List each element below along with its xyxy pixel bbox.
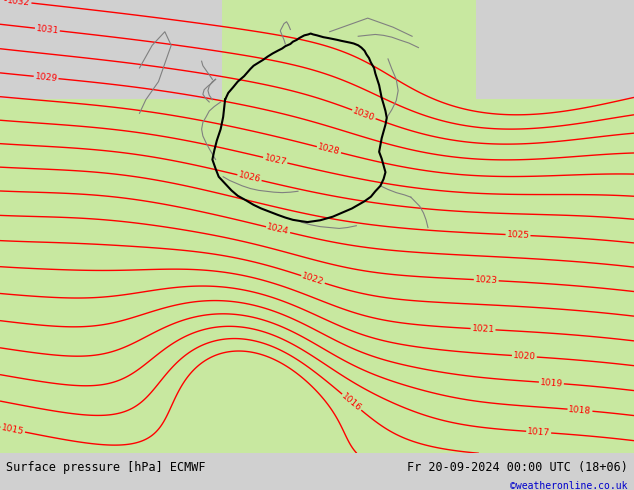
Text: Fr 20-09-2024 00:00 UTC (18+06): Fr 20-09-2024 00:00 UTC (18+06) bbox=[407, 461, 628, 474]
Text: 1022: 1022 bbox=[301, 271, 325, 287]
Text: 1020: 1020 bbox=[513, 351, 536, 362]
Text: 1019: 1019 bbox=[540, 378, 563, 388]
Text: Surface pressure [hPa] ECMWF: Surface pressure [hPa] ECMWF bbox=[6, 461, 206, 474]
Text: 1028: 1028 bbox=[317, 143, 341, 157]
Text: ©weatheronline.co.uk: ©weatheronline.co.uk bbox=[510, 481, 628, 490]
Text: 1021: 1021 bbox=[472, 324, 495, 334]
Text: 1026: 1026 bbox=[237, 171, 262, 185]
Text: 1024: 1024 bbox=[266, 222, 290, 237]
Text: 1016: 1016 bbox=[340, 392, 363, 413]
Text: 1015: 1015 bbox=[1, 423, 25, 436]
Text: 1032: 1032 bbox=[7, 0, 31, 7]
Text: 1031: 1031 bbox=[36, 24, 59, 35]
Text: 1025: 1025 bbox=[507, 230, 529, 240]
Text: 1018: 1018 bbox=[568, 405, 592, 416]
Text: 1017: 1017 bbox=[527, 427, 550, 438]
Text: 1023: 1023 bbox=[475, 275, 498, 285]
Text: 1027: 1027 bbox=[263, 153, 287, 167]
Text: 1029: 1029 bbox=[34, 72, 58, 83]
Text: 1030: 1030 bbox=[351, 106, 376, 122]
